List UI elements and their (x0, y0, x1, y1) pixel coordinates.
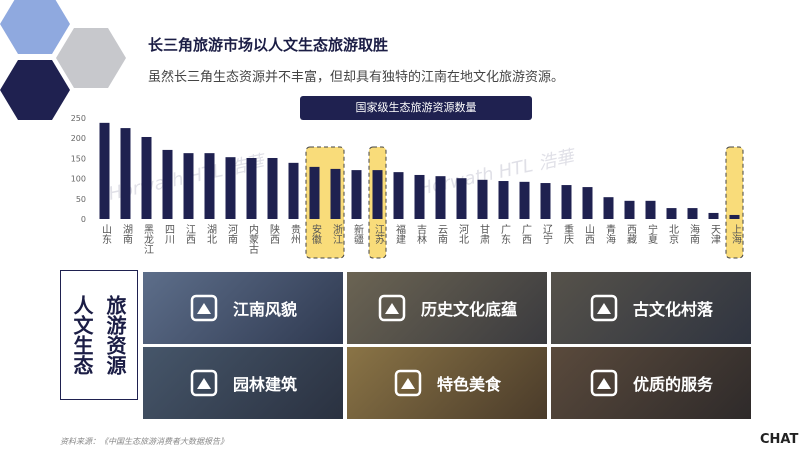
x-tick-label: 山东 (99, 224, 111, 244)
x-tick-label: 四川 (162, 224, 174, 244)
tile-icon (590, 369, 618, 397)
x-tick-label: 重庆 (561, 224, 573, 244)
x-tick-label: 江西 (183, 224, 195, 244)
bar (729, 214, 740, 219)
y-tick-label: 0 (81, 215, 86, 224)
x-tick-label: 青海 (603, 224, 615, 244)
bar (99, 122, 110, 219)
x-tick-label: 浙江 (330, 224, 342, 244)
bar (477, 179, 488, 219)
bar (561, 185, 572, 219)
tile-label: 古文化村落 (632, 300, 713, 319)
tile-icon (394, 369, 422, 397)
x-tick-label: 宁夏 (645, 224, 657, 244)
bar (540, 183, 551, 219)
x-tick-label: 辽宁 (540, 224, 552, 244)
tile-label: 优质的服务 (632, 375, 713, 394)
bar (288, 162, 299, 219)
bar (498, 181, 509, 219)
bar (519, 181, 530, 219)
tile: 优质的服务 (551, 347, 751, 419)
bar (351, 170, 362, 219)
tile: 江南风貌 (143, 272, 343, 344)
x-tick-label: 西藏 (624, 224, 636, 244)
bar (645, 200, 656, 219)
bar (162, 149, 173, 219)
chart-title: 国家级生态旅游资源数量 (300, 96, 532, 120)
bar (120, 128, 131, 219)
x-tick-label: 河北 (456, 224, 468, 244)
bar (141, 136, 152, 219)
bar (372, 170, 383, 219)
bar (624, 200, 635, 219)
tile-label: 园林建筑 (232, 375, 297, 394)
x-tick-label: 上海 (729, 224, 741, 244)
x-tick-label: 新疆 (351, 224, 363, 244)
tile-label: 历史文化底蕴 (420, 300, 517, 319)
tile-label: 江南风貌 (232, 300, 297, 319)
bar (393, 172, 404, 219)
bar (603, 197, 614, 219)
bar (183, 153, 194, 219)
x-tick-label: 河南 (225, 224, 237, 244)
hexagon-decor (0, 0, 126, 120)
tile: 古文化村落 (551, 272, 751, 344)
bar (666, 208, 677, 219)
y-tick-label: 200 (71, 134, 86, 143)
tile-icon (190, 294, 218, 322)
tile: 特色美食 (347, 347, 547, 419)
bar (309, 166, 320, 219)
bar (330, 168, 341, 219)
bar (225, 157, 236, 219)
bar (708, 212, 719, 219)
bar (246, 157, 257, 219)
panel-heading: 人文生态 旅游资源 (60, 270, 138, 400)
x-tick-label: 贵州 (288, 224, 300, 244)
bar (456, 178, 467, 219)
x-tick-label: 广西 (519, 224, 531, 244)
subtitle: 虽然长三角生态资源并不丰富，但却具有独特的江南在地文化旅游资源。 (148, 70, 565, 85)
tile-label: 特色美食 (436, 375, 501, 394)
x-tick-label: 广东 (498, 224, 510, 244)
tile: 历史文化底蕴 (347, 272, 547, 344)
source-note: 资料来源：《中国生态旅游消费者大数据报告》 (60, 437, 228, 446)
tile-icon (590, 294, 618, 322)
x-tick-label: 湖南 (120, 224, 132, 244)
title: 长三角旅游市场以人文生态旅游取胜 (148, 36, 389, 54)
x-tick-label: 陕西 (267, 224, 279, 244)
x-tick-label: 山西 (582, 224, 594, 244)
y-tick-label: 100 (71, 175, 86, 184)
y-tick-label: 150 (71, 154, 86, 163)
tile-icon (190, 369, 218, 397)
bar (414, 174, 425, 219)
heading-column: 旅游资源 (103, 295, 127, 375)
bar (267, 157, 278, 219)
x-tick-label: 安徽 (309, 224, 321, 244)
x-tick-label: 北京 (666, 224, 678, 244)
x-tick-label: 福建 (393, 224, 405, 244)
y-tick-label: 250 (71, 114, 86, 123)
x-tick-label: 湖北 (204, 224, 216, 244)
bar (204, 153, 215, 219)
x-tick-label: 甘肃 (477, 224, 489, 244)
x-tick-label: 黑龙江 (141, 224, 153, 254)
x-tick-label: 内蒙古 (246, 224, 258, 254)
tile: 园林建筑 (143, 347, 343, 419)
highlight-box (725, 146, 744, 259)
y-tick-label: 50 (76, 195, 86, 204)
heading-column: 人文生态 (70, 295, 94, 375)
x-tick-label: 海南 (687, 224, 699, 244)
logo: CHAT (760, 432, 799, 447)
x-tick-label: 云南 (435, 224, 447, 244)
tile-icon (378, 294, 406, 322)
x-tick-label: 江苏 (372, 224, 384, 244)
x-tick-label: 天津 (708, 224, 720, 244)
x-tick-label: 吉林 (414, 224, 426, 244)
bar (687, 208, 698, 219)
bar (582, 187, 593, 219)
bar (435, 176, 446, 219)
